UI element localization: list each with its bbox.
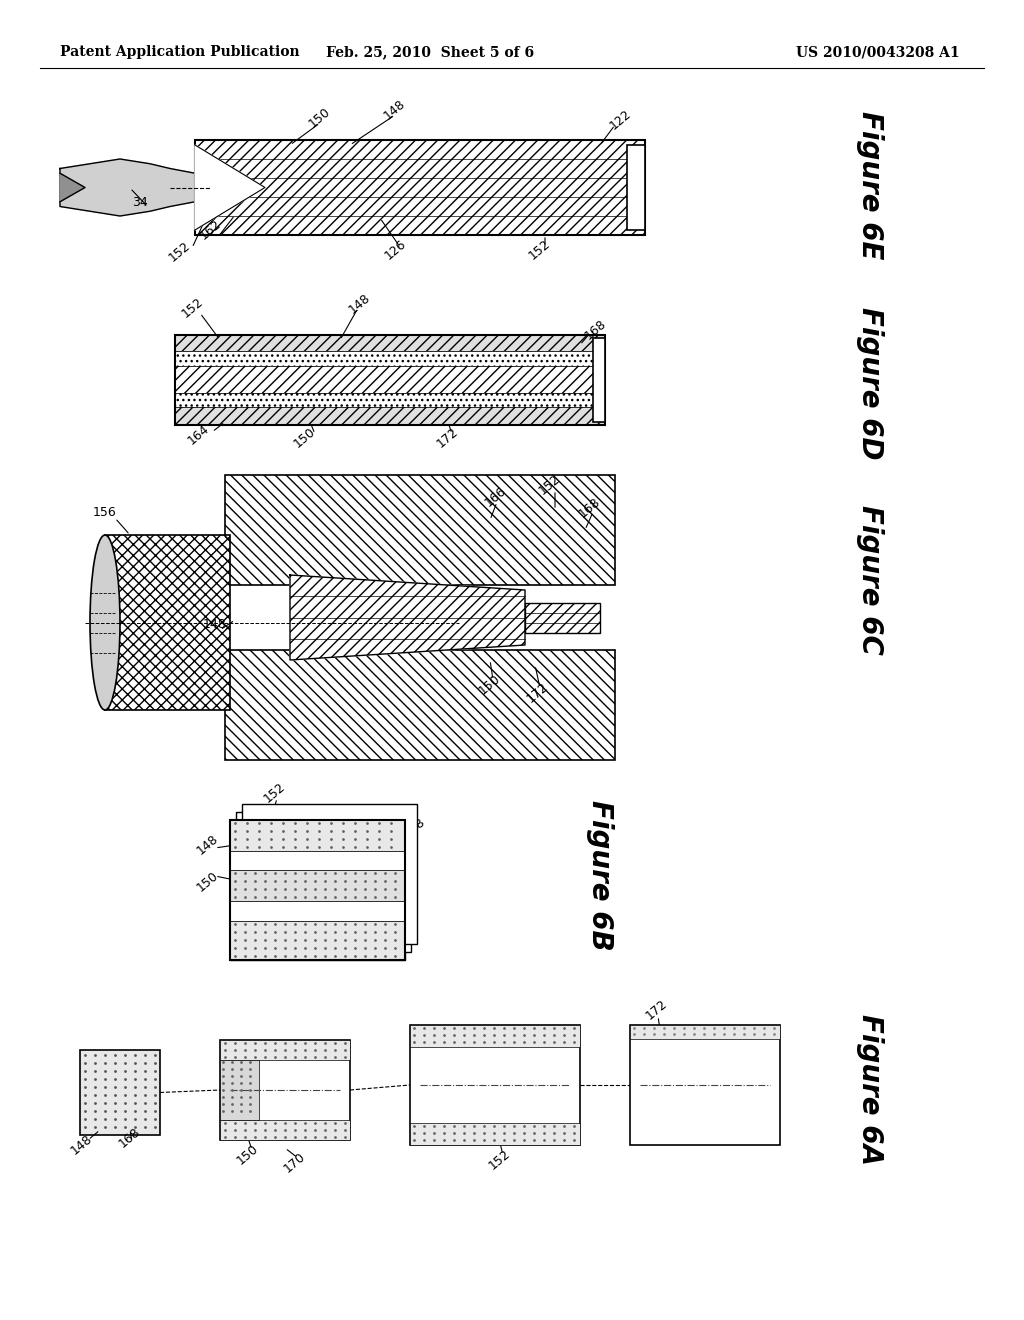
Text: Figure 6C: Figure 6C <box>856 506 884 655</box>
Bar <box>220 1060 259 1119</box>
Bar <box>225 475 615 585</box>
Text: 152: 152 <box>526 238 553 263</box>
Text: 152: 152 <box>537 473 563 498</box>
Bar <box>410 1123 580 1144</box>
Text: Figure 6D: Figure 6D <box>856 306 884 459</box>
Bar <box>175 351 605 366</box>
Text: 122: 122 <box>607 107 633 132</box>
Polygon shape <box>195 145 265 230</box>
Text: 170: 170 <box>387 858 414 883</box>
Ellipse shape <box>90 535 120 710</box>
Bar <box>175 366 605 392</box>
Bar <box>225 475 615 585</box>
Text: 148: 148 <box>69 1133 95 1158</box>
Bar <box>236 812 411 952</box>
Bar <box>195 140 645 235</box>
Bar <box>410 1026 580 1144</box>
Bar <box>175 392 605 407</box>
Text: Feb. 25, 2010  Sheet 5 of 6: Feb. 25, 2010 Sheet 5 of 6 <box>326 45 535 59</box>
Bar <box>230 820 406 960</box>
Polygon shape <box>290 576 525 660</box>
Bar <box>525 602 600 632</box>
Text: 150: 150 <box>292 425 318 450</box>
Bar <box>105 535 230 710</box>
Polygon shape <box>60 173 85 202</box>
Text: 34: 34 <box>132 195 147 209</box>
Text: 148: 148 <box>382 98 409 123</box>
Bar <box>175 335 605 351</box>
Bar <box>175 407 605 425</box>
Text: 150: 150 <box>477 672 504 698</box>
Text: 150: 150 <box>306 106 334 131</box>
Bar <box>105 535 230 710</box>
Bar <box>630 1026 780 1144</box>
Text: Figure 6E: Figure 6E <box>856 111 884 259</box>
Bar <box>220 1040 350 1140</box>
Bar <box>593 338 605 422</box>
Text: 162: 162 <box>197 218 223 243</box>
Text: 164: 164 <box>184 422 211 447</box>
Bar <box>627 145 645 230</box>
Bar <box>195 140 645 235</box>
Bar <box>175 392 605 407</box>
Bar <box>230 902 406 921</box>
Text: 168: 168 <box>577 495 603 520</box>
Bar <box>175 407 605 425</box>
Text: Figure 6B: Figure 6B <box>586 800 614 950</box>
Text: 166: 166 <box>481 484 508 510</box>
Bar <box>225 649 615 760</box>
Text: 156: 156 <box>93 507 117 520</box>
Text: 170: 170 <box>282 1150 308 1176</box>
Text: 172: 172 <box>644 998 671 1023</box>
Bar <box>175 366 605 392</box>
Bar <box>242 804 417 944</box>
Text: 150: 150 <box>195 870 221 895</box>
Bar <box>410 1026 580 1047</box>
Bar <box>230 851 406 870</box>
Bar <box>175 351 605 366</box>
Bar <box>225 649 615 760</box>
Bar <box>220 1040 350 1060</box>
Text: 152: 152 <box>180 296 206 321</box>
Bar <box>630 1026 780 1039</box>
Text: US 2010/0043208 A1: US 2010/0043208 A1 <box>797 45 961 59</box>
Text: 152: 152 <box>167 239 194 264</box>
Text: 168: 168 <box>401 816 428 841</box>
Text: 172: 172 <box>435 425 461 450</box>
Text: 168: 168 <box>117 1126 143 1151</box>
Bar <box>230 870 406 902</box>
Text: 148: 148 <box>195 833 221 858</box>
Bar <box>230 820 406 960</box>
Text: 172: 172 <box>372 899 398 924</box>
Bar <box>220 1119 350 1140</box>
Bar <box>80 1049 160 1135</box>
Text: Patent Application Publication: Patent Application Publication <box>60 45 300 59</box>
Text: 152: 152 <box>262 780 289 805</box>
Text: 148: 148 <box>347 292 374 317</box>
Text: Figure 6A: Figure 6A <box>856 1015 884 1166</box>
Polygon shape <box>60 158 195 216</box>
Bar <box>175 335 605 425</box>
Bar <box>175 335 605 351</box>
Text: 168: 168 <box>583 317 609 343</box>
Bar <box>230 921 406 960</box>
Bar <box>525 602 600 632</box>
Text: 150: 150 <box>234 1142 261 1168</box>
Text: 172: 172 <box>524 680 551 706</box>
Text: 152: 152 <box>486 1147 513 1172</box>
Bar <box>230 820 406 851</box>
Text: 126: 126 <box>382 238 409 263</box>
Text: 148: 148 <box>203 619 227 631</box>
